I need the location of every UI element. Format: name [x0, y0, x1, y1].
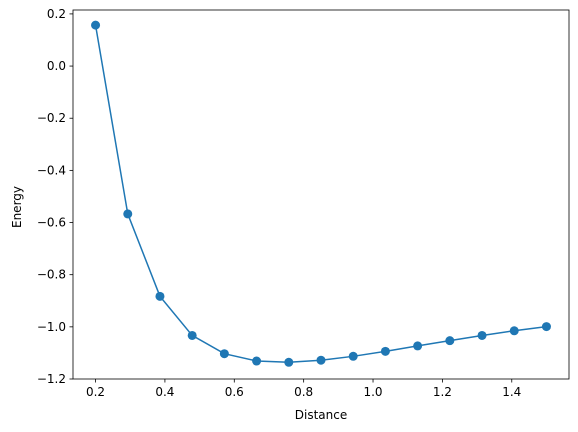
data-point: [541, 322, 551, 332]
x-tick-label: 0.8: [294, 385, 313, 399]
data-point: [509, 326, 519, 336]
data-point: [413, 341, 423, 351]
data-point: [123, 209, 133, 219]
y-tick-label: 0.0: [47, 59, 66, 73]
y-tick-label: −0.4: [37, 163, 66, 177]
x-tick-label: 1.2: [433, 385, 452, 399]
x-tick-label: 0.6: [225, 385, 244, 399]
y-tick-label: −1.0: [37, 320, 66, 334]
data-point: [284, 357, 294, 367]
data-point: [316, 355, 326, 365]
y-axis-ticks: 0.2 0.0 −0.2 −0.4 −0.6 −0.8 −1.0 −1.2: [37, 7, 73, 386]
y-tick-label: −0.6: [37, 216, 66, 230]
y-tick-label: −1.2: [37, 372, 66, 386]
y-tick-label: −0.8: [37, 268, 66, 282]
data-point: [477, 330, 487, 340]
data-point: [187, 330, 197, 340]
data-point: [445, 336, 455, 346]
x-tick-label: 1.4: [502, 385, 521, 399]
data-point: [91, 20, 101, 30]
data-point: [348, 351, 358, 361]
y-tick-label: −0.2: [37, 111, 66, 125]
data-point: [380, 346, 390, 356]
plot-frame: [72, 9, 570, 380]
x-tick-label: 0.2: [86, 385, 105, 399]
data-point: [252, 356, 262, 366]
data-point: [219, 349, 229, 359]
x-tick-label: 1.0: [363, 385, 382, 399]
plot-area: [91, 20, 551, 367]
data-point: [155, 291, 165, 301]
y-tick-label: 0.2: [47, 7, 66, 21]
x-tick-label: 0.4: [155, 385, 174, 399]
y-axis-label: Energy: [10, 186, 24, 228]
x-axis-label: Distance: [295, 408, 347, 422]
x-axis-ticks: 0.2 0.4 0.6 0.8 1.0 1.2 1.4: [86, 379, 521, 399]
